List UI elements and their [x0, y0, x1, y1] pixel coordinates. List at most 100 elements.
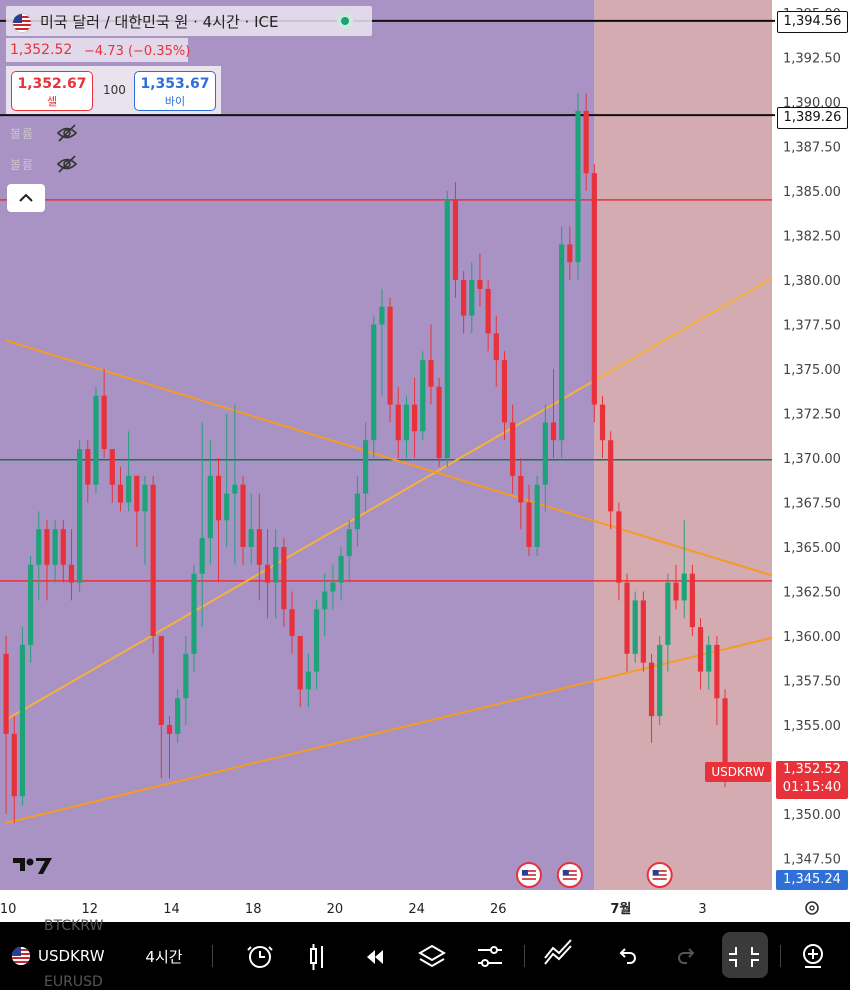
candle-body	[224, 493, 230, 521]
candle-body	[436, 386, 442, 458]
candle-body	[657, 644, 663, 717]
eye-hidden-icon[interactable]	[56, 122, 78, 144]
ghost-symbol-bottom: EURUSD	[44, 974, 103, 990]
price-chart[interactable]: 1,395.001,392.501,390.001,387.501,385.00…	[0, 0, 850, 922]
candle-body	[412, 404, 418, 432]
candle-body	[305, 671, 311, 690]
candle-body	[632, 600, 638, 654]
candle-body	[567, 244, 573, 263]
shaded-zone	[594, 0, 772, 890]
candle-body	[599, 404, 606, 441]
candle-body	[248, 529, 254, 547]
replay-icon[interactable]	[367, 950, 383, 964]
indicator-volume-2[interactable]: 볼륨	[6, 151, 86, 177]
candlestick-type-icon[interactable]	[310, 944, 323, 970]
candle-body	[240, 484, 246, 547]
candle-body	[706, 644, 712, 672]
economic-event-flag-icon[interactable]	[646, 862, 673, 888]
us-flag-icon	[12, 947, 30, 965]
candle-body	[575, 110, 581, 263]
y-tick-label: 1,375.00	[783, 363, 841, 378]
candle-body	[697, 627, 704, 672]
candle-body	[313, 609, 320, 672]
trend-line[interactable]	[5, 636, 773, 824]
ghost-symbol-top: BTCKRW	[44, 918, 104, 934]
x-tick-label: 3	[698, 902, 706, 917]
candle-body	[175, 698, 181, 734]
add-icon[interactable]	[803, 944, 823, 968]
tradingview-logo-icon	[13, 858, 52, 874]
interval-selector[interactable]: 4시간	[145, 947, 183, 966]
buy-button[interactable]: 1,353.67 바이	[134, 71, 216, 111]
y-tick-label: 1,367.50	[783, 497, 841, 512]
eye-hidden-icon[interactable]	[56, 153, 78, 175]
candle-body	[420, 360, 426, 432]
candle-body	[207, 475, 213, 539]
x-tick-label: 18	[245, 902, 262, 917]
candle-body	[534, 484, 540, 547]
x-tick-label: 26	[490, 902, 507, 917]
candle-body	[722, 698, 728, 770]
candle-body	[518, 475, 524, 503]
drawing-tools-icon[interactable]	[544, 939, 572, 965]
current-price: 1,352.52	[783, 762, 841, 777]
candle-body	[387, 306, 393, 405]
candle-body	[19, 644, 26, 797]
symbol-header[interactable]: 미국 달러 / 대한민국 원 · 4시간 · ICE	[6, 6, 372, 36]
candle-body	[297, 636, 303, 690]
candle-body	[354, 493, 361, 530]
collapse-legend-button[interactable]	[7, 184, 45, 212]
sell-price: 1,352.67	[17, 76, 87, 92]
price-tag-top: 1,394.56	[777, 11, 848, 33]
us-flag-icon	[12, 13, 32, 33]
x-tick-label: 7월	[610, 901, 631, 917]
trend-line[interactable]	[5, 277, 773, 721]
y-tick-label: 1,360.00	[783, 630, 841, 645]
economic-event-flag-icon[interactable]	[556, 862, 583, 888]
economic-event-flag-icon[interactable]	[515, 862, 542, 888]
candle-body	[142, 484, 148, 512]
candle-body	[526, 502, 532, 547]
alarm-clock-icon[interactable]	[247, 946, 273, 968]
y-tick-label: 1,355.00	[783, 719, 841, 734]
price-axis-background	[772, 0, 850, 890]
candle-body	[485, 288, 491, 334]
x-tick-label: 12	[82, 902, 99, 917]
redo-icon[interactable]	[678, 948, 695, 964]
indicators-settings-icon[interactable]	[478, 946, 502, 967]
candle-body	[550, 422, 557, 441]
price-change: −4.73 (−0.35%)	[84, 44, 191, 59]
undo-icon[interactable]	[619, 948, 636, 964]
collapse-fullscreen-icon[interactable]	[729, 947, 759, 967]
candle-body	[52, 529, 58, 565]
symbol-tag: USDKRW	[705, 762, 771, 782]
candle-body	[452, 199, 459, 280]
indicator-volume-1[interactable]: 볼륨	[6, 120, 86, 146]
sell-label: 셀	[46, 95, 58, 108]
candle-body	[624, 582, 630, 654]
y-tick-label: 1,385.00	[783, 185, 841, 200]
candle-body	[403, 404, 410, 441]
candle-body	[85, 449, 91, 485]
candle-body	[346, 529, 352, 556]
candle-body	[338, 555, 344, 583]
time-axis-background	[0, 890, 850, 922]
candle-body	[362, 440, 369, 494]
candle-body	[150, 484, 156, 636]
candle-body	[273, 547, 279, 583]
candle-body	[256, 529, 262, 565]
symbol-selector[interactable]: USDKRW	[12, 922, 130, 990]
candle-body	[232, 484, 238, 494]
candle-body	[673, 582, 679, 601]
candle-body	[60, 529, 66, 565]
candle-body	[36, 529, 42, 565]
sell-button[interactable]: 1,352.67 셀	[11, 71, 93, 111]
trend-line[interactable]	[5, 339, 773, 577]
buy-sell-panel: 1,352.67 셀 100 1,353.67 바이	[6, 66, 221, 114]
candle-body	[493, 333, 499, 361]
candle-body	[77, 449, 83, 583]
candle-body	[444, 199, 450, 458]
layers-icon[interactable]	[418, 944, 446, 968]
indicator-label: 볼륨	[10, 127, 35, 141]
settings-gear-icon[interactable]	[805, 901, 819, 915]
